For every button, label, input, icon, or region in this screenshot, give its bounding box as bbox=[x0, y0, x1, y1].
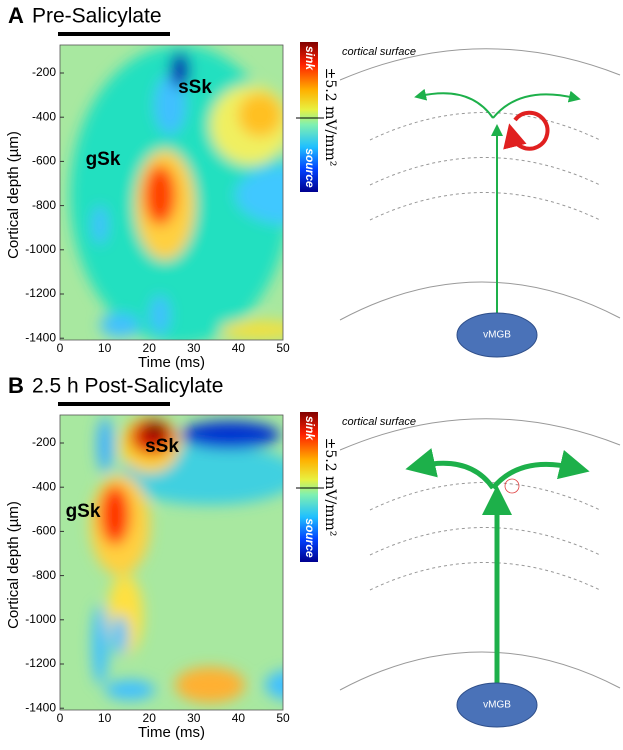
layer-arc bbox=[369, 192, 601, 221]
layer-arc bbox=[369, 157, 601, 186]
x-tick-label: 40 bbox=[232, 341, 246, 355]
y-tick-label: -400 bbox=[32, 109, 56, 123]
x-tick-label: 50 bbox=[276, 341, 290, 355]
branch-left bbox=[414, 88, 494, 119]
y-tick-label: -1400 bbox=[25, 700, 56, 714]
heatmap bbox=[60, 45, 283, 340]
x-tick-label: 20 bbox=[143, 341, 157, 355]
colorbar bbox=[300, 42, 318, 192]
heatmap-blob bbox=[105, 680, 155, 700]
x-tick-label: 0 bbox=[57, 341, 64, 355]
x-axis-label: Time (ms) bbox=[138, 354, 205, 371]
y-axis-label: Cortical depth (µm) bbox=[5, 501, 22, 629]
panel-letter: B bbox=[8, 373, 24, 398]
heatmap-blob bbox=[235, 165, 283, 225]
x-tick-label: 40 bbox=[232, 711, 246, 725]
y-tick-label: -200 bbox=[32, 435, 56, 449]
x-tick-label: 50 bbox=[276, 711, 290, 725]
stimulus-bar bbox=[58, 32, 170, 36]
y-tick-label: -800 bbox=[32, 198, 56, 212]
colorbar-bottom-label: source bbox=[303, 148, 317, 188]
y-tick-label: -200 bbox=[32, 65, 56, 79]
colorbar-scale: ±5.2 mV/mm² bbox=[322, 438, 338, 537]
vmgb-label: vMGB bbox=[483, 700, 511, 711]
x-tick-label: 30 bbox=[187, 711, 201, 725]
panel-title: 2.5 h Post-Salicylate bbox=[32, 375, 223, 398]
y-tick-label: -800 bbox=[32, 568, 56, 582]
layer-arc bbox=[369, 482, 601, 511]
vmgb-node bbox=[456, 682, 538, 728]
csd-annotation: gSk bbox=[66, 501, 101, 522]
branch-left bbox=[405, 448, 496, 490]
surface-arc bbox=[339, 418, 621, 451]
heatmap-blob bbox=[112, 615, 128, 655]
x-tick-label: 30 bbox=[187, 341, 201, 355]
y-tick-label: -1200 bbox=[25, 286, 56, 300]
colorbar-top-label: sink bbox=[303, 46, 317, 71]
heatmap-frame bbox=[59, 44, 284, 341]
bottom-arc bbox=[339, 651, 621, 691]
x-axis-label: Time (ms) bbox=[138, 724, 205, 741]
surface-label: cortical surface bbox=[342, 46, 416, 58]
y-tick-label: -600 bbox=[32, 524, 56, 538]
surface-arc bbox=[339, 48, 621, 81]
heatmap-blob bbox=[144, 165, 176, 225]
heatmap-blob bbox=[265, 670, 283, 700]
heatmap bbox=[60, 415, 283, 710]
heatmap-blobs bbox=[70, 45, 283, 340]
heatmap-blob bbox=[175, 667, 245, 703]
x-tick-label: 0 bbox=[57, 711, 64, 725]
branch-right bbox=[492, 90, 581, 119]
y-tick-label: -1000 bbox=[25, 612, 56, 626]
surface-label: cortical surface bbox=[342, 416, 416, 428]
x-tick-label: 20 bbox=[143, 711, 157, 725]
csd-annotation: gSk bbox=[86, 149, 121, 170]
recurrent-loop bbox=[503, 110, 550, 151]
colorbar-bottom-label: source bbox=[303, 518, 317, 558]
x-tick-label: 10 bbox=[98, 341, 112, 355]
vmgb-label: vMGB bbox=[483, 330, 511, 341]
heatmap-blob bbox=[150, 295, 170, 335]
heatmap-blob bbox=[170, 52, 190, 88]
heatmap-blob bbox=[100, 485, 130, 545]
layer-arc bbox=[369, 112, 601, 141]
vmgb-node bbox=[456, 312, 538, 358]
branch-right bbox=[491, 449, 590, 490]
colorbar bbox=[300, 412, 318, 562]
heatmap-blob bbox=[92, 605, 108, 685]
heatmap-blob bbox=[180, 421, 280, 449]
panel-title: Pre-Salicylate bbox=[32, 5, 162, 28]
heatmap-blobs bbox=[90, 417, 283, 703]
heatmap-blob bbox=[92, 205, 108, 245]
heatmap-frame bbox=[59, 414, 284, 711]
y-axis-label: Cortical depth (µm) bbox=[5, 131, 22, 259]
heatmap-blob bbox=[143, 420, 167, 440]
y-tick-label: -400 bbox=[32, 479, 56, 493]
y-tick-label: -600 bbox=[32, 154, 56, 168]
layer-arc bbox=[369, 562, 601, 591]
x-tick-label: 10 bbox=[98, 711, 112, 725]
heatmap-blob bbox=[238, 93, 282, 137]
recurrent-loop bbox=[504, 478, 520, 494]
heatmap-blob bbox=[220, 320, 283, 340]
heatmap-blob bbox=[97, 417, 113, 473]
heatmap-blob bbox=[100, 313, 140, 337]
y-tick-label: -1200 bbox=[25, 656, 56, 670]
colorbar-scale: ±5.2 mV/mm² bbox=[322, 68, 338, 167]
y-tick-label: -1400 bbox=[25, 330, 56, 344]
layer-arc bbox=[369, 527, 601, 556]
csd-annotation: sSk bbox=[145, 436, 179, 457]
heatmap-blob bbox=[154, 75, 186, 135]
y-tick-label: -1000 bbox=[25, 242, 56, 256]
panel-letter: A bbox=[8, 3, 24, 28]
colorbar-top-label: sink bbox=[303, 416, 317, 441]
csd-annotation: sSk bbox=[178, 77, 212, 98]
stimulus-bar bbox=[58, 402, 170, 406]
bottom-arc bbox=[339, 281, 621, 321]
